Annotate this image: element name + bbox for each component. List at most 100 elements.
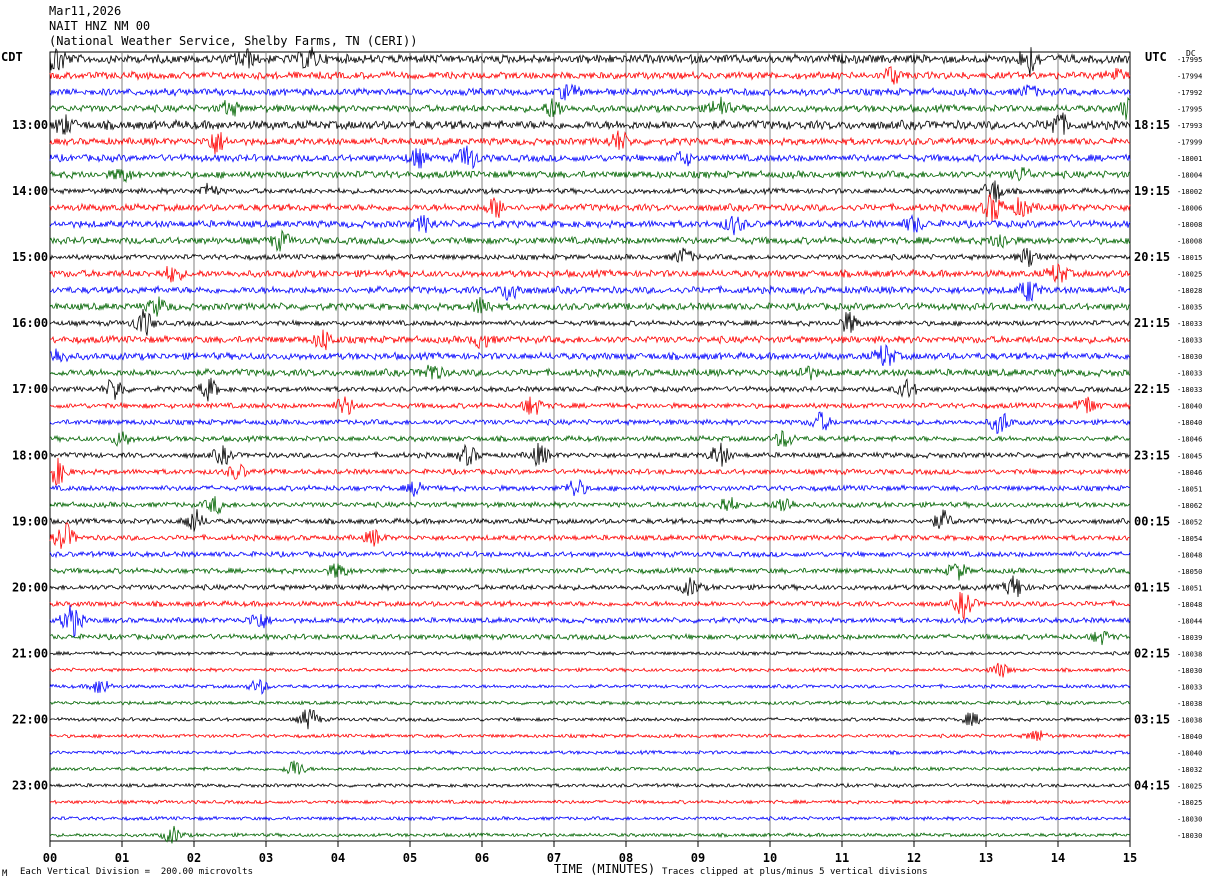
dc-offset-label: -18030 — [1177, 353, 1202, 361]
x-tick-label: 01 — [115, 851, 129, 865]
trace-line — [49, 229, 1131, 252]
dc-offset-label: -18008 — [1177, 221, 1202, 229]
trace-line — [49, 825, 1131, 844]
dc-offset-label: -18006 — [1177, 205, 1202, 213]
trace-line — [49, 478, 1131, 497]
dc-offset-label: -18008 — [1177, 238, 1202, 246]
dc-offset-label: -18038 — [1177, 716, 1202, 724]
x-tick-label: 00 — [43, 851, 57, 865]
dc-offset-label: -17999 — [1177, 139, 1202, 147]
trace-line — [49, 760, 1131, 775]
dc-offset-label: -18045 — [1177, 452, 1202, 460]
left-time-label: 22:00 — [12, 712, 48, 726]
right-time-label: 04:15 — [1134, 778, 1170, 792]
scale-note: Each Vertical Division = 200.00 microvol… — [20, 867, 253, 877]
trace-line — [49, 522, 1130, 549]
x-tick-label: 03 — [259, 851, 273, 865]
dc-offset-label: -18033 — [1177, 683, 1202, 691]
trace-line — [49, 550, 1131, 559]
trace-line — [49, 329, 1131, 351]
dc-offset-label: -18025 — [1177, 799, 1202, 807]
dc-offset-label: -18038 — [1177, 700, 1202, 708]
trace-line — [49, 496, 1131, 515]
trace-line — [50, 442, 1131, 467]
x-tick-label: 12 — [907, 851, 921, 865]
x-tick-label: 02 — [187, 851, 201, 865]
trace-line — [49, 343, 1131, 367]
dc-offset-label: -18046 — [1177, 469, 1202, 477]
right-time-label: 00:15 — [1134, 514, 1170, 528]
dc-offset-label: -18052 — [1177, 518, 1202, 526]
dc-offset-label: -18038 — [1177, 650, 1202, 658]
x-tick-label: 05 — [403, 851, 417, 865]
trace-line — [49, 678, 1131, 695]
trace-line — [49, 364, 1131, 381]
trace-line — [50, 167, 1131, 184]
trace-line — [49, 457, 1131, 487]
left-time-label: 13:00 — [12, 118, 48, 132]
trace-line — [49, 650, 1131, 657]
dc-offset-label: -18050 — [1177, 568, 1202, 576]
dc-offset-label: -17993 — [1177, 122, 1202, 130]
dc-offset-label: -18033 — [1177, 386, 1202, 394]
dc-offset-label: -17992 — [1177, 89, 1202, 97]
header-date: Mar11,2026 — [49, 4, 122, 18]
trace-line — [49, 575, 1131, 598]
dc-offset-label: -18030 — [1177, 667, 1202, 675]
dc-offset-label: -18015 — [1177, 254, 1202, 262]
left-time-label: 21:00 — [12, 646, 48, 660]
trace-line — [49, 308, 1131, 336]
trace-line — [49, 46, 1131, 77]
right-time-label: 18:15 — [1134, 118, 1170, 132]
dc-offset-label: -18054 — [1177, 535, 1202, 543]
dc-offset-label: -18025 — [1177, 271, 1202, 279]
trace-line — [49, 377, 1131, 402]
dc-unit-label: DC — [1186, 49, 1196, 58]
trace-line — [49, 130, 1131, 155]
dc-offset-label: -18002 — [1177, 188, 1202, 196]
dc-offset-label: -18048 — [1177, 601, 1202, 609]
right-time-label: 22:15 — [1134, 382, 1170, 396]
dc-offset-label: -18062 — [1177, 502, 1202, 510]
dc-offset-label: -18040 — [1177, 749, 1202, 757]
dc-offset-label: -18033 — [1177, 370, 1202, 378]
x-tick-label: 04 — [331, 851, 345, 865]
dc-offset-label: -18033 — [1177, 320, 1202, 328]
left-time-label: 18:00 — [12, 448, 48, 462]
right-time-label: 03:15 — [1134, 712, 1170, 726]
dc-offset-label: -18040 — [1177, 733, 1202, 741]
x-axis-title: TIME (MINUTES) — [554, 862, 656, 876]
left-time-label: 20:00 — [12, 580, 48, 594]
dc-offset-label: -17995 — [1177, 56, 1202, 64]
x-tick-label: 15 — [1123, 851, 1137, 865]
dc-offset-label: -18030 — [1177, 815, 1202, 823]
trace-line — [49, 296, 1131, 317]
trace-line — [49, 563, 1131, 581]
dc-offset-label: -18033 — [1177, 337, 1202, 345]
dc-offset-label: -18051 — [1177, 485, 1202, 493]
trace-line — [49, 699, 1131, 706]
left-timezone-label: CDT — [1, 50, 23, 64]
dc-offset-label: -18048 — [1177, 551, 1202, 559]
trace-line — [49, 662, 1131, 678]
trace-line — [49, 66, 1131, 85]
trace-line — [49, 630, 1131, 646]
trace-line — [49, 605, 1131, 639]
header-station: NAIT HNZ NM 00 — [49, 19, 151, 33]
plot-frame — [49, 51, 1131, 842]
right-time-label: 23:15 — [1134, 448, 1170, 462]
left-time-label: 15:00 — [12, 250, 48, 264]
x-tick-label: 10 — [763, 851, 777, 865]
trace-line — [49, 708, 1131, 730]
trace-line — [49, 83, 1131, 101]
x-tick-label: 13 — [979, 851, 993, 865]
trace-line — [49, 396, 1131, 416]
dc-offset-label: -18051 — [1177, 584, 1202, 592]
dc-offset-label: -18030 — [1177, 832, 1202, 840]
dc-offset-label: -18040 — [1177, 419, 1202, 427]
dc-offset-label: -18040 — [1177, 403, 1202, 411]
dc-offset-label: -18032 — [1177, 766, 1202, 774]
left-time-label: 16:00 — [12, 316, 48, 330]
dc-offset-label: -18044 — [1177, 617, 1202, 625]
